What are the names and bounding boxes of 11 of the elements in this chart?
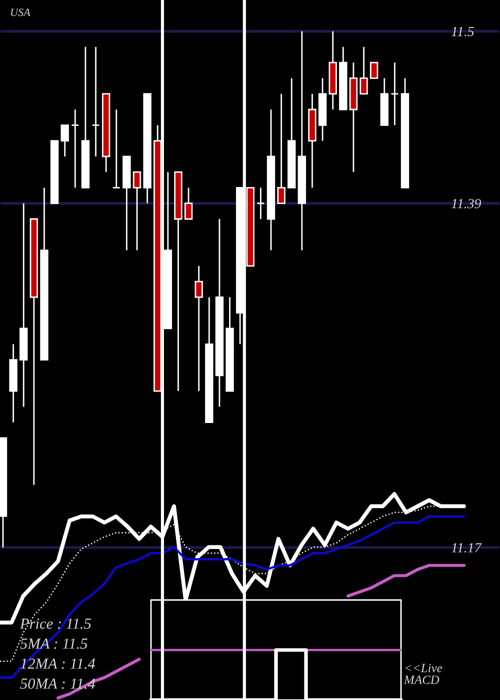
text: USA: [11, 8, 30, 16]
annotation: Price : 11.5: [20, 618, 91, 629]
y-tick-label: 11.5: [451, 26, 474, 36]
candlestick: [92, 46, 100, 158]
candlestick: [71, 108, 80, 188]
candlestick: [132, 171, 142, 251]
candlestick: [60, 124, 69, 158]
y-tick-label: 11.17: [451, 543, 482, 552]
annotation: <<Live MACD: [404, 664, 442, 684]
y-tick-label: 11.39: [451, 198, 481, 208]
candlestick: [112, 108, 120, 188]
